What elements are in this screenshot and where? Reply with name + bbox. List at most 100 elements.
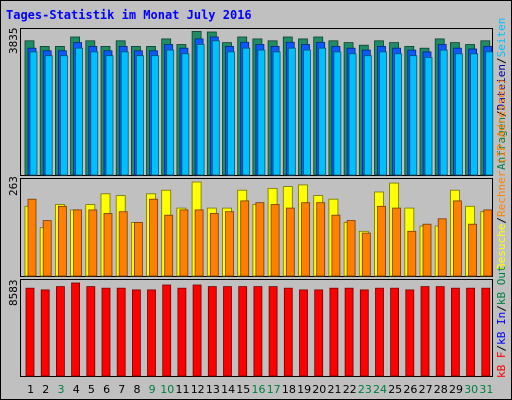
legend-separator: / xyxy=(495,217,508,224)
kbytes-bar-kb-f-day-8 xyxy=(131,289,141,377)
visits-bar-rechner-day-2 xyxy=(42,220,52,277)
visits-ymax-label: 263 xyxy=(7,176,20,196)
requests-bar-seiten-day-19 xyxy=(303,49,311,176)
requests-bar-seiten-day-16 xyxy=(257,49,266,176)
requests-bar-seiten-day-30 xyxy=(470,53,479,176)
requests-bar-seiten-day-5 xyxy=(90,51,99,176)
x-tick-label-day-11: 11 xyxy=(176,383,190,396)
chart-title: Tages-Statistik im Monat July 2016 xyxy=(6,8,252,22)
kbytes-bar-kb-f-day-22 xyxy=(344,287,354,377)
legend-rechner: Rechner (IP-Adressen) xyxy=(495,78,508,217)
requests-bar-seiten-day-24 xyxy=(379,51,387,176)
kbytes-panel xyxy=(20,279,493,377)
requests-bar-seiten-day-21 xyxy=(333,51,342,176)
visits-bar-rechner-day-5 xyxy=(88,209,98,277)
requests-bar-seiten-day-3 xyxy=(60,55,68,176)
legend-seiten: Seiten xyxy=(495,18,508,58)
kbytes-bar-kb-f-day-26 xyxy=(405,289,415,377)
requests-bar-seiten-day-25 xyxy=(394,53,403,176)
x-tick-label-day-27: 27 xyxy=(419,383,433,396)
requests-bar-seiten-day-20 xyxy=(318,47,327,176)
visits-bar-rechner-day-3 xyxy=(58,205,67,277)
requests-bar-seiten-day-11 xyxy=(181,53,190,176)
requests-bar-seiten-day-27 xyxy=(424,57,433,176)
requests-bar-seiten-day-26 xyxy=(409,55,418,176)
legend-kb-out: kB Out xyxy=(495,265,508,305)
x-tick-label-day-17: 17 xyxy=(267,383,281,396)
visits-bar-rechner-day-18 xyxy=(285,207,295,277)
visits-bar-rechner-day-1 xyxy=(27,198,37,277)
x-tick-label-day-23: 23 xyxy=(358,383,372,396)
kbytes-bar-kb-f-day-31 xyxy=(481,287,491,377)
visits-bar-rechner-day-7 xyxy=(118,211,128,277)
kbytes-bar-kb-f-day-9 xyxy=(147,289,156,377)
visits-bar-rechner-day-31 xyxy=(483,209,493,277)
requests-bar-seiten-day-2 xyxy=(44,55,53,176)
visits-bar-rechner-day-15 xyxy=(240,200,250,277)
x-tick-label-day-9: 9 xyxy=(149,383,156,396)
visits-bar-rechner-day-6 xyxy=(103,213,113,277)
kbytes-bar-kb-f-day-16 xyxy=(253,286,263,377)
kbytes-bar-kb-f-day-30 xyxy=(466,287,476,377)
requests-bar-seiten-day-31 xyxy=(485,51,494,176)
legend-anfragen: Anfragen xyxy=(495,117,508,170)
kbytes-bar-kb-f-day-10 xyxy=(162,284,172,377)
x-tick-label-day-4: 4 xyxy=(73,383,80,396)
requests-bar-seiten-day-6 xyxy=(105,55,114,176)
legend-separator: / xyxy=(495,110,508,117)
requests-bar-seiten-day-10 xyxy=(166,49,175,176)
visits-bar-rechner-day-28 xyxy=(437,218,447,277)
x-tick-label-day-24: 24 xyxy=(373,383,387,396)
kbytes-bar-kb-f-day-1 xyxy=(25,287,35,377)
kbytes-bar-kb-f-day-7 xyxy=(116,287,126,377)
requests-legend: Anfragen/Dateien/Seiten xyxy=(495,18,508,170)
kbytes-bar-kb-f-day-13 xyxy=(207,286,217,377)
requests-bar-seiten-day-8 xyxy=(135,55,144,176)
legend-kb-f: kB F xyxy=(495,352,508,379)
kbytes-bar-kb-f-day-25 xyxy=(390,287,400,377)
requests-ymax-label: 3835 xyxy=(7,28,20,55)
kbytes-bar-kb-f-day-5 xyxy=(86,286,96,377)
x-tick-label-day-29: 29 xyxy=(449,383,463,396)
x-tick-label-day-22: 22 xyxy=(343,383,357,396)
kbytes-bar-kb-f-day-4 xyxy=(71,282,80,377)
x-tick-label-day-20: 20 xyxy=(312,383,326,396)
visits-bar-rechner-day-9 xyxy=(149,198,158,277)
x-tick-label-day-16: 16 xyxy=(252,383,266,396)
x-tick-label-day-28: 28 xyxy=(434,383,448,396)
visits-bar-rechner-day-8 xyxy=(133,221,143,277)
kbytes-bar-kb-f-day-14 xyxy=(223,286,232,377)
kbytes-bar-kb-f-day-19 xyxy=(299,289,308,377)
visits-bar-rechner-day-26 xyxy=(407,230,417,277)
x-tick-label-day-6: 6 xyxy=(103,383,110,396)
requests-bar-seiten-day-28 xyxy=(439,49,448,176)
legend-kb-in: kB In xyxy=(495,312,508,345)
legend-besuche: Besuche xyxy=(495,224,508,270)
visits-bar-rechner-day-12 xyxy=(194,209,204,277)
kbytes-bar-kb-f-day-28 xyxy=(435,286,445,377)
x-tick-label-day-18: 18 xyxy=(282,383,296,396)
x-tick-label-day-26: 26 xyxy=(403,383,417,396)
requests-bar-seiten-day-17 xyxy=(272,51,281,176)
requests-bar-seiten-day-9 xyxy=(151,55,159,176)
x-tick-label-day-7: 7 xyxy=(118,383,125,396)
kbytes-bar-kb-f-day-3 xyxy=(56,286,65,377)
x-tick-label-day-19: 19 xyxy=(297,383,311,396)
kbytes-bar-kb-f-day-27 xyxy=(420,286,430,377)
visits-bar-rechner-day-27 xyxy=(422,223,432,277)
x-tick-label-day-2: 2 xyxy=(42,383,49,396)
requests-bar-seiten-day-13 xyxy=(211,40,220,176)
kbytes-ymax-label: 8583 xyxy=(7,280,20,307)
requests-bar-seiten-day-1 xyxy=(29,51,38,176)
visits-bar-rechner-day-19 xyxy=(301,202,310,277)
legend-separator: / xyxy=(495,305,508,312)
x-tick-label-day-14: 14 xyxy=(221,383,235,396)
visits-bar-rechner-day-23 xyxy=(361,232,371,277)
requests-bar-seiten-day-7 xyxy=(120,51,129,176)
visits-bar-rechner-day-10 xyxy=(164,214,174,277)
x-tick-label-day-8: 8 xyxy=(134,383,141,396)
x-axis-labels: 1 2 3 4 5 6 7 8 9 10 11 12 13 14 15 16 17 18 19 20 21 22 23 24 2… xyxy=(27,383,493,396)
x-tick-label-day-12: 12 xyxy=(191,383,205,396)
kbytes-bar-kb-f-day-20 xyxy=(314,289,324,377)
x-tick-label-day-30: 30 xyxy=(464,383,478,396)
